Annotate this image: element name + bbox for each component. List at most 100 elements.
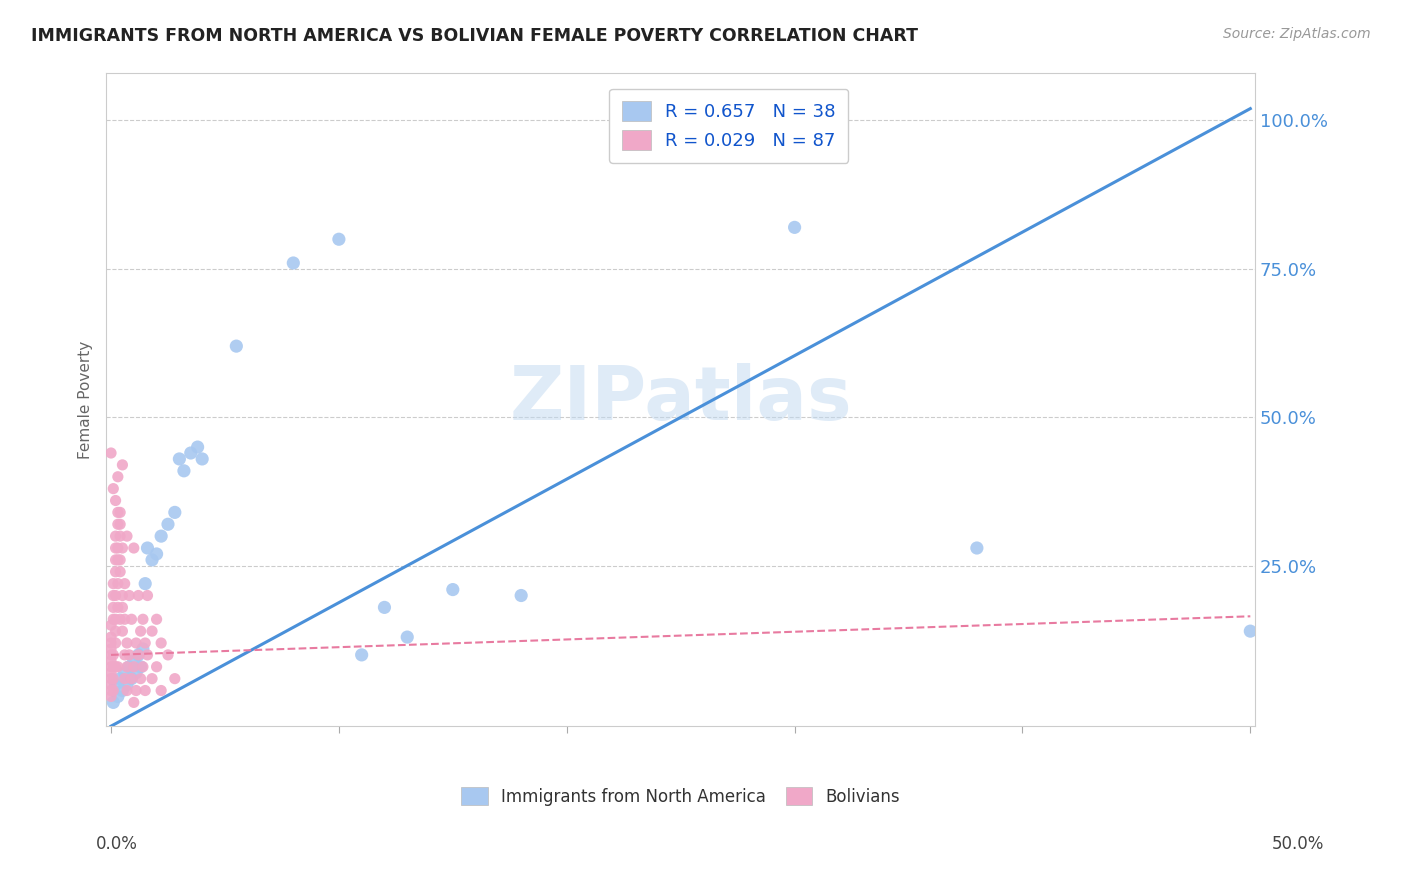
Point [103, 612, 125, 626]
Text: ZIPatlas: ZIPatlas [509, 363, 852, 436]
Point [103, 659, 125, 673]
Point [118, 648, 141, 662]
Point [115, 677, 138, 691]
Point [225, 339, 247, 353]
Point [156, 517, 179, 532]
Point [127, 648, 149, 662]
Point [134, 636, 156, 650]
Point [103, 648, 125, 662]
Point [115, 683, 138, 698]
Point [104, 493, 127, 508]
Point [510, 589, 533, 603]
Point [100, 683, 122, 698]
Point [115, 636, 138, 650]
Point [373, 600, 395, 615]
Point [111, 589, 134, 603]
Point [111, 683, 134, 698]
Point [103, 672, 125, 686]
Legend: Immigrants from North America, Bolivians: Immigrants from North America, Bolivians [454, 780, 907, 813]
Point [100, 654, 122, 668]
Point [122, 654, 145, 668]
Point [114, 576, 136, 591]
Point [136, 589, 159, 603]
Point [104, 659, 127, 673]
Point [121, 672, 143, 686]
Point [103, 695, 125, 709]
Point [100, 672, 122, 686]
Point [108, 612, 131, 626]
Point [103, 683, 125, 698]
Text: 50.0%: 50.0% [1272, 835, 1324, 853]
Text: 0.0%: 0.0% [96, 835, 138, 853]
Point [115, 529, 138, 543]
Point [129, 672, 152, 686]
Point [145, 612, 167, 626]
Point [108, 553, 131, 567]
Point [108, 505, 131, 519]
Point [115, 659, 138, 673]
Point [107, 553, 129, 567]
Point [104, 589, 127, 603]
Y-axis label: Female Poverty: Female Poverty [79, 341, 93, 458]
Point [103, 576, 125, 591]
Point [104, 612, 127, 626]
Point [100, 648, 122, 662]
Point [125, 636, 148, 650]
Point [108, 529, 131, 543]
Point [141, 672, 163, 686]
Point [100, 630, 122, 644]
Point [328, 232, 350, 246]
Point [647, 131, 669, 145]
Text: Source: ZipAtlas.com: Source: ZipAtlas.com [1223, 27, 1371, 41]
Point [966, 541, 988, 555]
Point [122, 695, 145, 709]
Point [150, 636, 173, 650]
Point [111, 541, 134, 555]
Point [100, 659, 122, 673]
Point [107, 659, 129, 673]
Point [141, 624, 163, 639]
Point [187, 440, 209, 454]
Point [163, 505, 186, 519]
Point [1239, 624, 1261, 639]
Point [107, 576, 129, 591]
Point [108, 672, 131, 686]
Point [132, 659, 155, 673]
Point [134, 576, 156, 591]
Point [132, 612, 155, 626]
Point [191, 452, 214, 467]
Point [111, 624, 134, 639]
Point [125, 665, 148, 680]
Point [180, 446, 202, 460]
Point [114, 665, 136, 680]
Point [396, 630, 419, 644]
Point [100, 690, 122, 704]
Point [103, 589, 125, 603]
Point [121, 612, 143, 626]
Point [103, 482, 125, 496]
Point [125, 683, 148, 698]
Point [118, 659, 141, 673]
Point [104, 677, 127, 691]
Point [169, 452, 191, 467]
Point [100, 618, 122, 632]
Point [108, 517, 131, 532]
Point [141, 553, 163, 567]
Point [136, 648, 159, 662]
Point [111, 600, 134, 615]
Point [100, 677, 122, 691]
Point [104, 553, 127, 567]
Point [107, 517, 129, 532]
Point [350, 648, 373, 662]
Point [145, 659, 167, 673]
Point [129, 659, 152, 673]
Point [127, 648, 149, 662]
Point [132, 642, 155, 657]
Point [136, 541, 159, 555]
Point [104, 541, 127, 555]
Point [134, 683, 156, 698]
Point [173, 464, 195, 478]
Point [114, 648, 136, 662]
Text: IMMIGRANTS FROM NORTH AMERICA VS BOLIVIAN FEMALE POVERTY CORRELATION CHART: IMMIGRANTS FROM NORTH AMERICA VS BOLIVIA… [31, 27, 918, 45]
Point [107, 505, 129, 519]
